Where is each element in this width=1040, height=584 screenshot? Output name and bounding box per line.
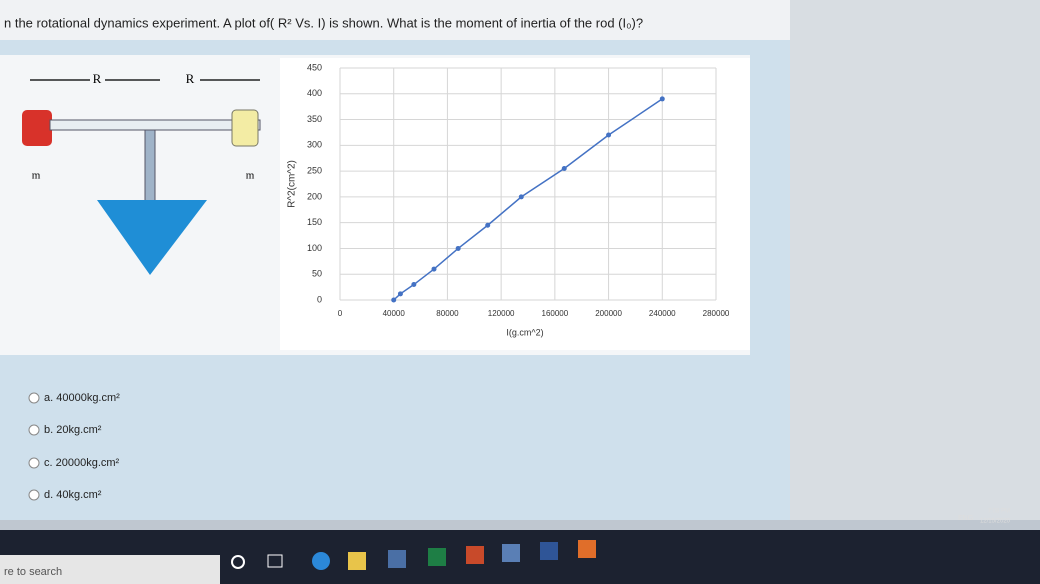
clock-date: 12/15/2020 [980,519,1011,525]
taskview-icon[interactable] [267,554,283,568]
option[interactable]: c. 20000kg.cm² [44,457,120,469]
x-tick-label: 280000 [703,309,730,318]
data-point [391,297,397,303]
data-point [561,166,567,172]
y-tick-label: 350 [307,114,322,124]
diagram-label: m [32,170,41,182]
diagram: R R m m [22,71,261,275]
y-tick-label: 450 [307,62,322,72]
app-icon[interactable] [466,546,484,564]
radio[interactable] [28,457,40,469]
data-point [431,266,437,272]
app-icon[interactable] [578,540,596,558]
data-point [606,132,612,138]
right-margin [790,0,1040,520]
y-tick-label: 300 [307,140,322,150]
y-axis-label: R^2(cm^2) [287,160,298,208]
chart: R^2(cm^2) I(g.cm^2) 0 50 100 150 200 250 300 35… [280,58,750,350]
app-icon[interactable] [388,550,406,568]
data-point [455,245,461,251]
search-text[interactable]: re to search [4,566,62,578]
options: a. 40000kg.cm² b. 20kg.cm² c. 20000kg.cm… [28,392,120,501]
y-tick-label: 400 [307,88,322,98]
language: ENG [958,515,973,522]
y-tick-label: 0 [317,294,322,304]
x-axis-label: I(g.cm^2) [506,327,543,337]
x-tick-label: 120000 [488,309,515,318]
app-icon[interactable] [502,544,520,562]
diagram-label: R [186,71,195,86]
app-icon[interactable] [428,548,446,566]
radio[interactable] [28,489,40,501]
search-box[interactable] [0,555,220,584]
radio[interactable] [28,424,40,436]
y-tick-label: 200 [307,191,322,201]
data-point [411,282,417,288]
option[interactable]: b. 20kg.cm² [44,424,102,436]
x-tick-label: 40000 [383,309,406,318]
question-text: n the rotational dynamics experiment. A … [4,15,643,30]
x-tick-label: 160000 [542,309,569,318]
radio[interactable] [28,392,40,404]
option[interactable]: a. 40000kg.cm² [44,392,120,404]
clock-time: 7:08 PM [988,509,1010,515]
data-point [397,291,403,297]
data-point [659,96,665,102]
chart-area [280,58,750,350]
app-icon[interactable] [540,542,558,560]
y-tick-label: 100 [307,243,322,253]
question-band [0,0,790,40]
series-line [393,98,663,301]
app-icon[interactable] [348,552,366,570]
x-tick-label: 80000 [436,309,459,318]
diagram-label: R [93,71,102,86]
mass [22,110,52,146]
data-point [518,194,524,200]
y-tick-label: 250 [307,165,322,175]
option[interactable]: d. 40kg.cm² [44,489,102,501]
x-tick-label: 200000 [595,309,622,318]
rod [49,119,261,131]
app-icon[interactable] [312,552,330,570]
data-point [485,222,491,228]
cortana-icon[interactable] [231,555,245,569]
diagram-label: m [246,170,255,182]
mass [231,109,259,147]
y-tick-label: 150 [307,217,322,227]
y-tick-label: 50 [312,269,322,279]
water [97,200,207,275]
x-tick-label: 0 [338,309,343,318]
x-tick-label: 240000 [649,309,676,318]
